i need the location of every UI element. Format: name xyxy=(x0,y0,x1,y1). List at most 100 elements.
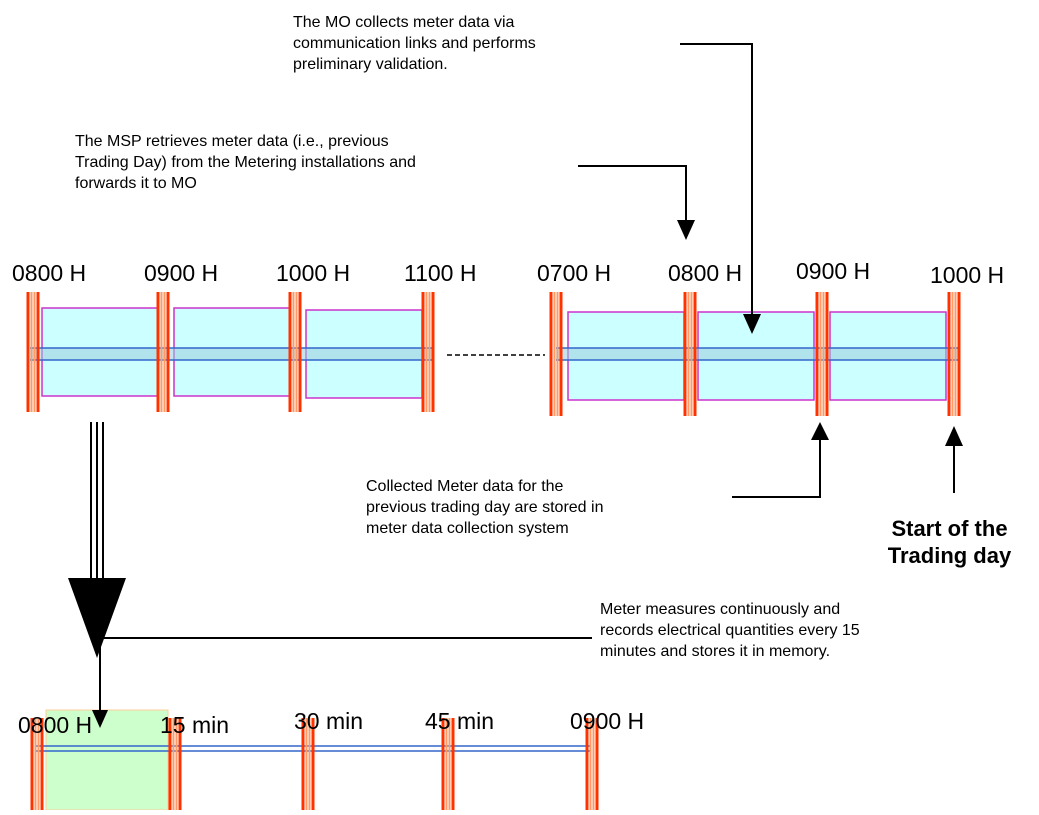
marker-bar xyxy=(33,292,36,412)
note-line: Trading Day) from the Metering installat… xyxy=(75,154,416,171)
marker-bar xyxy=(553,292,556,416)
time-marker xyxy=(815,292,829,416)
time-label: 30 min xyxy=(294,708,364,734)
marker-bar xyxy=(451,718,455,810)
note-line: Trading day xyxy=(887,543,1012,568)
collected-stored-note: Collected Meter data for the previous tr… xyxy=(366,476,603,539)
time-label: 0900 H xyxy=(570,708,645,734)
time-marker xyxy=(421,292,435,412)
marker-bar xyxy=(690,292,693,416)
marker-bar xyxy=(26,292,30,412)
green-highlight xyxy=(45,709,169,811)
time-marker xyxy=(683,292,697,416)
arrowheads xyxy=(68,220,963,728)
note-line: minutes and stores it in memory. xyxy=(600,643,831,660)
marker-bar xyxy=(36,292,40,412)
marker-bar xyxy=(445,718,448,810)
marker-bar xyxy=(178,718,182,810)
marker-bar xyxy=(292,292,295,412)
start-trading-arrowhead xyxy=(945,426,963,446)
top-left-timeline xyxy=(30,307,434,399)
time-marker xyxy=(441,718,455,810)
marker-bar xyxy=(175,718,178,810)
marker-bar xyxy=(311,718,315,810)
time-marker xyxy=(585,718,599,810)
marker-bar xyxy=(693,292,697,416)
time-label: 0800 H xyxy=(12,260,87,286)
time-label: 0800 H xyxy=(18,712,93,738)
note-line: The MSP retrieves meter data (i.e., prev… xyxy=(75,133,389,150)
collected-arrowhead xyxy=(811,422,829,440)
marker-bar xyxy=(172,718,175,810)
axis-band xyxy=(556,348,960,360)
meter-leader-line xyxy=(99,637,592,712)
time-label: 0900 H xyxy=(144,260,219,286)
marker-bar xyxy=(954,292,957,416)
time-label: 1100 H xyxy=(404,260,477,286)
marker-bar xyxy=(425,292,428,412)
msp-leader-line xyxy=(578,165,687,222)
note-line: previous trading day are stored in xyxy=(366,499,604,516)
time-label: 0700 H xyxy=(537,260,612,286)
marker-bar xyxy=(585,718,589,810)
time-label: 0800 H xyxy=(668,260,743,286)
msp-arrowhead xyxy=(677,220,695,240)
marker-bar xyxy=(34,718,37,810)
marker-bar xyxy=(30,292,33,412)
time-marker xyxy=(168,718,182,810)
marker-bar xyxy=(166,292,170,412)
time-label: 0900 H xyxy=(796,258,871,284)
marker-bar xyxy=(30,718,34,810)
marker-bar xyxy=(308,718,311,810)
time-marker xyxy=(156,292,170,412)
start-trading-day-label: Start of the Trading day xyxy=(860,515,1039,569)
marker-bar xyxy=(421,292,425,412)
note-line: records electrical quantities every 15 xyxy=(600,622,860,639)
marker-bar xyxy=(40,718,44,810)
marker-bar xyxy=(947,292,951,416)
time-markers xyxy=(26,292,961,810)
note-line: Start of the xyxy=(891,516,1008,541)
marker-bar xyxy=(559,292,563,416)
marker-bar xyxy=(301,718,305,810)
marker-bar xyxy=(595,718,599,810)
marker-bar xyxy=(556,292,559,416)
marker-bar xyxy=(298,292,302,412)
collected-leader-line xyxy=(732,440,821,498)
top-right-timeline xyxy=(556,311,960,401)
note-line: preliminary validation. xyxy=(293,56,448,73)
time-label: 15 min xyxy=(160,712,230,738)
axis-band xyxy=(30,348,434,360)
marker-bar xyxy=(592,718,595,810)
note-line: Collected Meter data for the xyxy=(366,478,564,495)
time-label: 45 min xyxy=(425,708,495,734)
note-line: communication links and performs xyxy=(293,35,536,52)
marker-bar xyxy=(448,718,451,810)
marker-bar xyxy=(305,718,308,810)
marker-bar xyxy=(683,292,687,416)
note-line: The MO collects meter data via xyxy=(293,14,515,31)
marker-bar xyxy=(822,292,825,416)
mo-arrowhead xyxy=(743,314,761,334)
time-marker xyxy=(26,292,40,412)
marker-bar xyxy=(589,718,592,810)
marker-bar xyxy=(549,292,553,416)
mo-collects-note: The MO collects meter data via communica… xyxy=(293,12,536,75)
note-line: meter data collection system xyxy=(366,520,569,537)
marker-bar xyxy=(819,292,822,416)
marker-bar xyxy=(295,292,298,412)
marker-bar xyxy=(163,292,166,412)
msp-retrieves-note: The MSP retrieves meter data (i.e., prev… xyxy=(75,131,416,194)
marker-bar xyxy=(957,292,961,416)
time-marker xyxy=(947,292,961,416)
marker-bar xyxy=(37,718,40,810)
time-label: 1000 H xyxy=(930,262,1005,288)
note-line: forwards it to MO xyxy=(75,175,197,192)
marker-bar xyxy=(687,292,690,416)
marker-bar xyxy=(431,292,435,412)
marker-bar xyxy=(428,292,431,412)
time-marker xyxy=(549,292,563,416)
marker-bar xyxy=(441,718,445,810)
